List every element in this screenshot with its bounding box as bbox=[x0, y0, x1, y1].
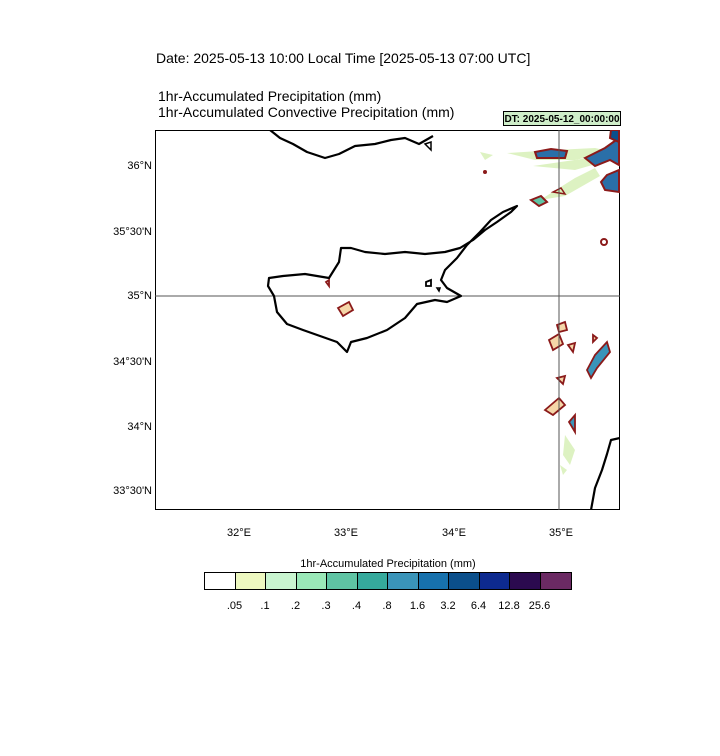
legend-swatch-9 bbox=[479, 573, 510, 589]
legend-tick-label: .4 bbox=[351, 600, 362, 612]
legend-swatch-10 bbox=[510, 573, 541, 589]
legend-tick-label: 25.6 bbox=[528, 600, 551, 612]
legend-swatch-5 bbox=[357, 573, 388, 589]
plot-title: Date: 2025-05-13 10:00 Local Time [2025-… bbox=[156, 50, 531, 66]
turkey-coastline bbox=[269, 130, 434, 160]
map-panel bbox=[155, 130, 620, 510]
lon-label-35e: 35°E bbox=[549, 527, 573, 539]
legend-tick-label: 12.8 bbox=[498, 600, 520, 612]
precip-cells-northeast bbox=[483, 130, 620, 246]
subtitle-precipitation: 1hr-Accumulated Precipitation (mm) bbox=[158, 88, 382, 104]
lon-label-34e: 34°E bbox=[442, 527, 466, 539]
legend-swatch-8 bbox=[449, 573, 480, 589]
map-border bbox=[155, 130, 620, 510]
legend-tick-label: .05 bbox=[226, 600, 243, 612]
legend-swatch-1 bbox=[235, 573, 266, 589]
lat-label-35n: 35°N bbox=[127, 290, 152, 302]
lat-label-33-30n: 33°30'N bbox=[113, 485, 152, 497]
lon-label-32e: 32°E bbox=[227, 527, 251, 539]
legend-swatch-11 bbox=[540, 573, 571, 589]
precip-cell-cyprus bbox=[324, 278, 355, 318]
legend-tick-label: .8 bbox=[382, 600, 392, 612]
cyprus-coastline bbox=[266, 204, 519, 354]
legend-swatch-3 bbox=[296, 573, 327, 589]
legend-swatch-7 bbox=[418, 573, 449, 589]
legend-swatch-4 bbox=[327, 573, 358, 589]
legend-tick-label: 3.2 bbox=[440, 600, 456, 612]
legend-tick-label: 1.6 bbox=[409, 600, 426, 612]
lat-label-36n: 36°N bbox=[127, 160, 152, 172]
legend-tick-label: .3 bbox=[321, 600, 331, 612]
legend-swatch-6 bbox=[388, 573, 419, 589]
legend-swatch-2 bbox=[266, 573, 297, 589]
legend-tick-label: .1 bbox=[260, 600, 270, 612]
map-canvas bbox=[155, 130, 620, 510]
lon-label-33e: 33°E bbox=[334, 527, 358, 539]
lat-label-34-30n: 34°30'N bbox=[113, 356, 152, 368]
subtitle-convective-precipitation: 1hr-Accumulated Convective Precipitation… bbox=[158, 104, 455, 120]
legend-colorbar bbox=[204, 572, 572, 590]
legend-tick-label: 6.4 bbox=[470, 600, 487, 612]
legend-swatch-0 bbox=[205, 573, 236, 589]
lat-label-35-30n: 35°30'N bbox=[113, 226, 152, 238]
legend-title: 1hr-Accumulated Precipitation (mm) bbox=[300, 558, 476, 570]
dt-badge: DT: 2025-05-12_00:00:00 bbox=[503, 111, 621, 126]
legend-tick-label: .2 bbox=[290, 600, 301, 612]
lat-label-34n: 34°N bbox=[127, 421, 152, 433]
levant-coastline bbox=[589, 436, 620, 510]
